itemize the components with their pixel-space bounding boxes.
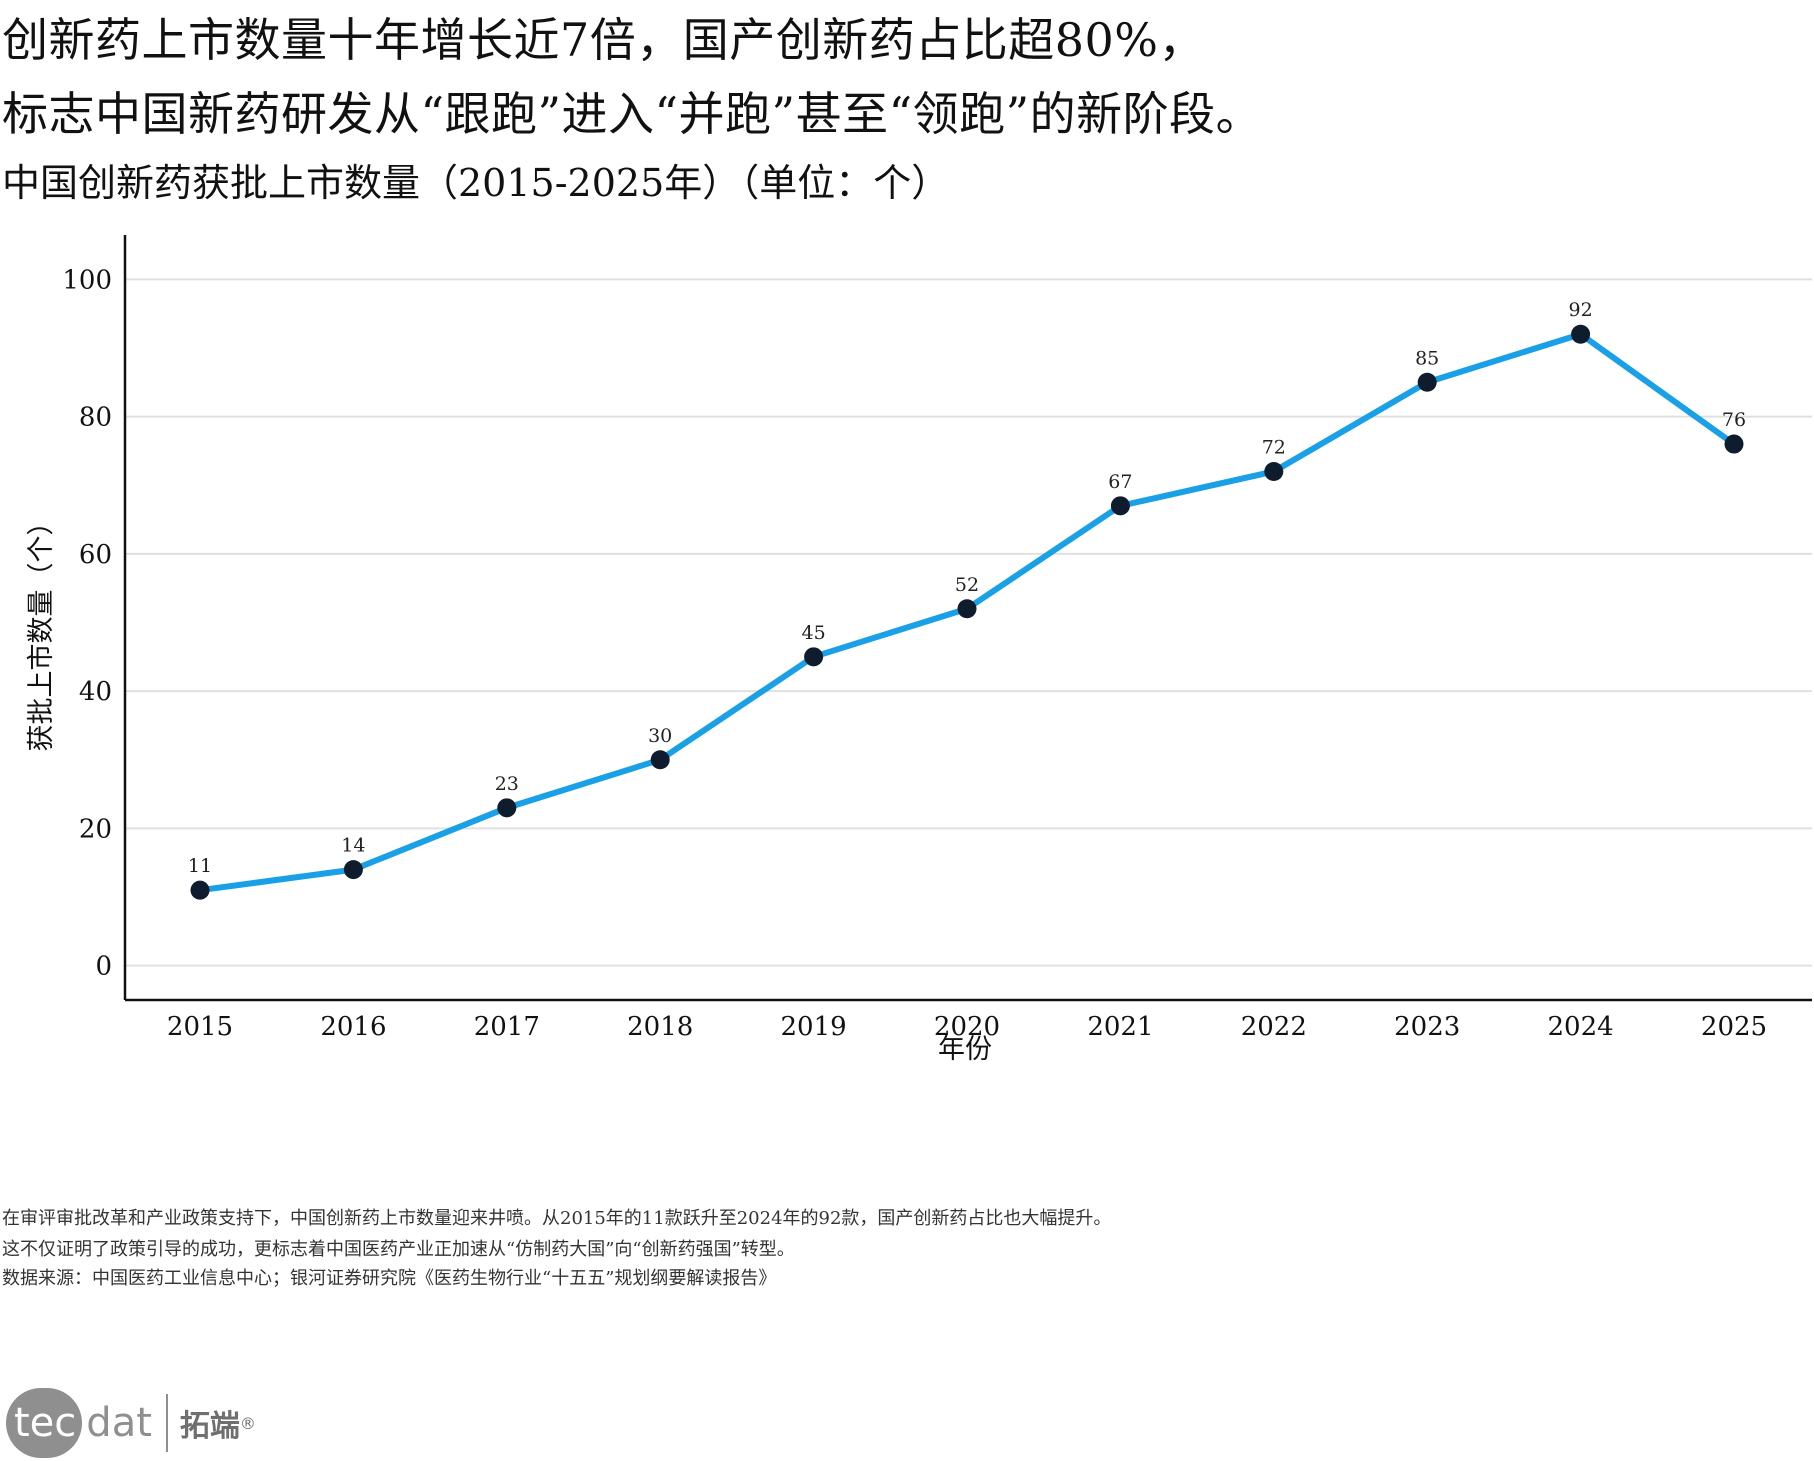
data-label: 14 [341,835,365,857]
headline-line-2: 标志中国新药研发从“跟跑”进入“并跑”甚至“领跑”的新阶段。 [2,87,1263,141]
x-tick-label: 2024 [1548,1012,1614,1042]
data-point [343,860,363,880]
y-tick-labels: 0 20 40 60 80 100 [62,265,112,981]
data-label: 72 [1262,437,1286,459]
data-label: 85 [1415,347,1439,369]
x-tick-label: 2023 [1394,1012,1460,1042]
data-label: 23 [495,773,519,795]
y-tick-label: 40 [79,677,112,707]
x-tick-label: 2017 [474,1012,540,1042]
x-tick-labels: 2015 2016 2017 2018 2019 2020 2021 2022 2023 2024… [167,1012,1767,1042]
source-note: 数据来源：中国医药工业信息中心；银河证券研究院《医药生物行业“十五五”规划纲要解… [2,1268,777,1289]
data-label: 30 [648,725,672,747]
tecdat-logo: tec dat 拓端 ® [6,1385,256,1461]
data-point [957,599,977,619]
y-tick-label: 20 [79,814,112,844]
data-label: 52 [955,574,979,596]
y-tick-label: 60 [79,540,112,570]
data-point [650,750,670,770]
x-tick-label: 2015 [167,1012,233,1042]
gridlines [125,278,1812,967]
line-chart: 0 20 40 60 80 100 2015 2016 2017 2018 2019 2020 202… [26,235,1812,1065]
note-line-1: 在审评审批改革和产业政策支持下，中国创新药上市数量迎来井喷。从2015年的11款… [2,1208,1112,1229]
data-labels: 11 14 23 30 45 52 67 72 85 92 76 [188,299,1746,877]
logo-cn-text: 拓端 [179,1409,240,1444]
data-label: 76 [1722,409,1746,431]
data-label: 67 [1108,471,1132,493]
logo-registered-mark: ® [239,1413,256,1433]
y-axis-label: 获批上市数量（个） [26,509,57,752]
x-tick-label: 2020 [934,1012,1000,1042]
data-point [497,798,517,818]
logo-dat-text: dat [86,1400,152,1446]
data-label: 11 [188,855,212,877]
data-point [1264,462,1284,481]
data-label: 45 [802,622,826,644]
series-layer [190,324,1744,900]
data-point [1417,372,1437,392]
x-tick-label: 2022 [1241,1012,1307,1042]
x-tick-label: 2019 [781,1012,847,1042]
data-point [804,647,824,667]
y-tick-label: 100 [62,265,112,295]
x-tick-label: 2018 [627,1012,693,1042]
x-tick-label: 2021 [1087,1012,1153,1042]
logo-tec-text: tec [6,1388,83,1458]
x-tick-label: 2025 [1701,1012,1767,1042]
headline-line-1: 创新药上市数量十年增长近7倍，国产创新药占比超80%， [2,13,1206,67]
data-point [1724,434,1744,454]
logo-divider [165,1394,168,1452]
data-point [1110,496,1130,516]
y-tick-label: 0 [95,952,112,982]
data-point [190,880,210,900]
data-label: 92 [1569,299,1593,321]
chart-title: 中国创新药获批上市数量（2015-2025年）（单位：个） [2,161,950,205]
note-line-2: 这不仅证明了政策引导的成功，更标志着中国医药产业正加速从“仿制药大国”向“创新药… [2,1239,795,1260]
axes [123,235,1812,1002]
data-point [1571,324,1591,344]
x-tick-label: 2016 [320,1012,386,1042]
x-axis-label: 年份 [938,1034,992,1065]
y-tick-label: 80 [79,403,112,433]
